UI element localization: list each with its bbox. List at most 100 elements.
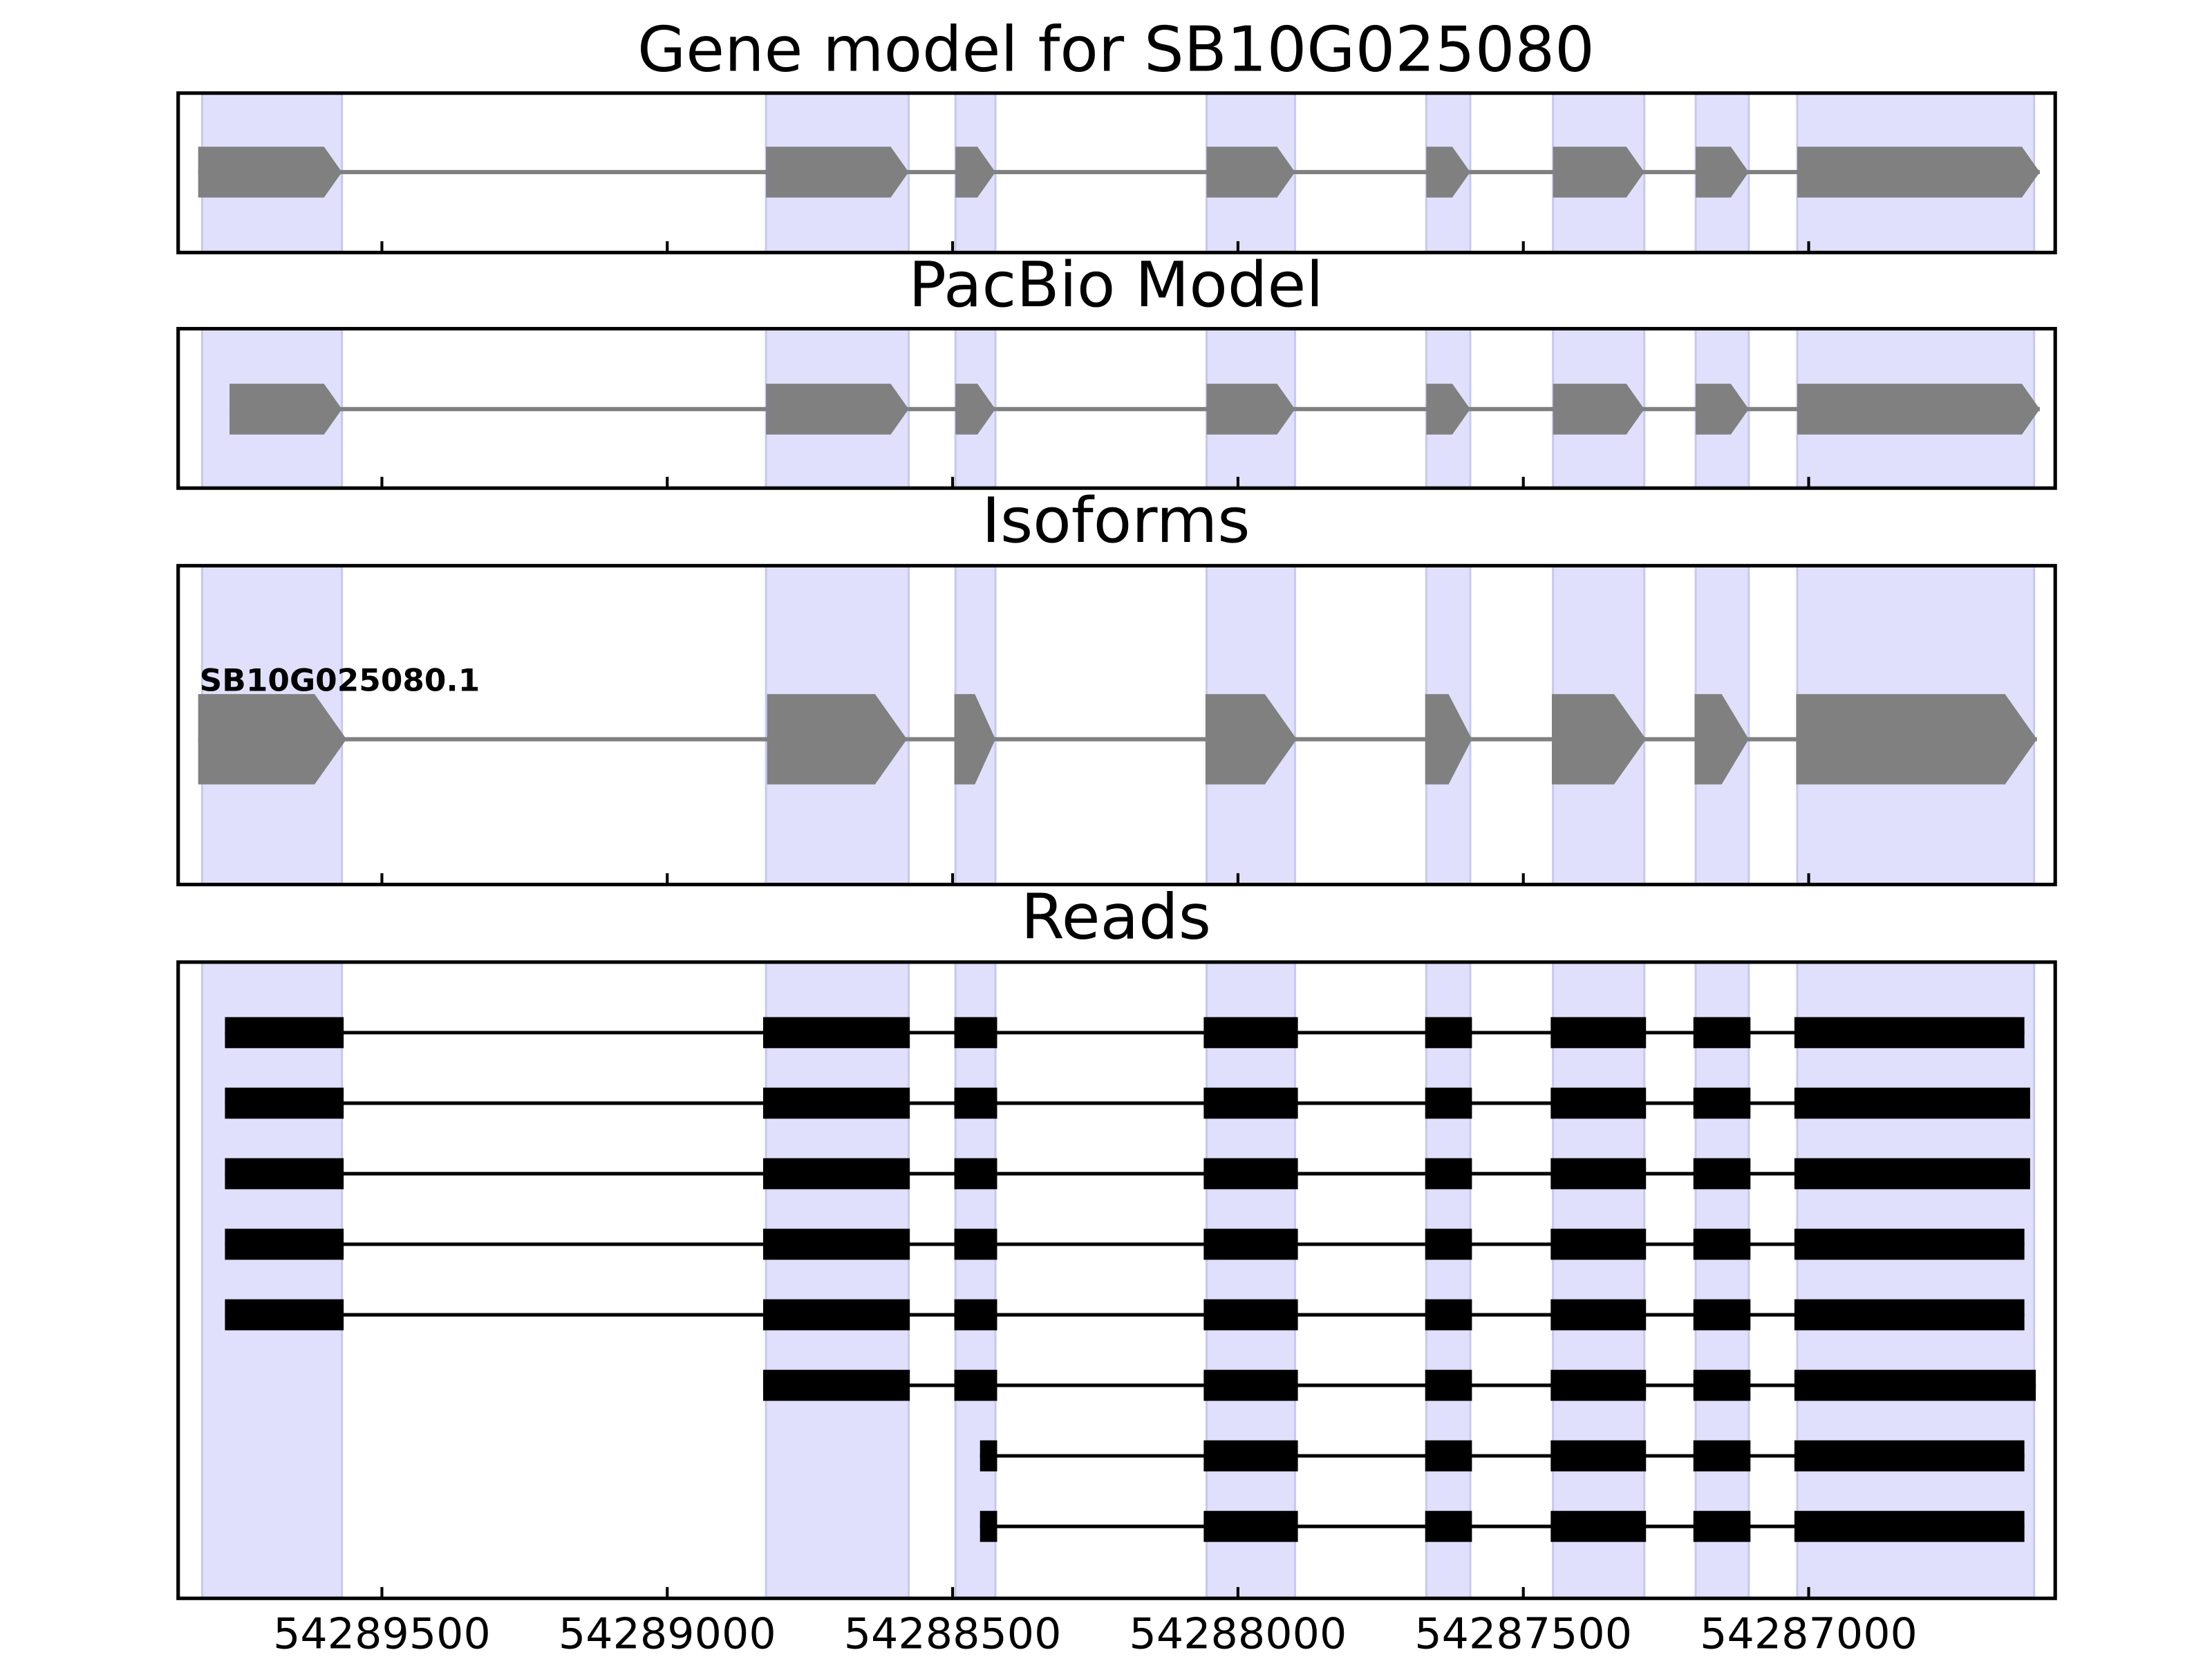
read-block <box>1794 1087 2030 1119</box>
panel-frame <box>176 960 2057 1600</box>
read-block <box>1425 1510 1472 1542</box>
read-block <box>225 1017 344 1049</box>
exon <box>1205 694 1297 785</box>
read-block <box>1794 1158 2030 1190</box>
panel-title: PacBio Model <box>908 250 1323 321</box>
read-block <box>1693 1228 1751 1260</box>
panel-title: Isoforms <box>982 485 1250 556</box>
read-block <box>1550 1228 1647 1260</box>
exon-highlight <box>1552 961 1646 1600</box>
exon <box>955 147 996 198</box>
exon <box>1696 147 1749 198</box>
read-block <box>980 1510 997 1542</box>
read-block <box>1203 1510 1298 1542</box>
read-block <box>1550 1017 1647 1049</box>
exon-highlight <box>1694 961 1750 1600</box>
exon <box>767 694 908 785</box>
exon-highlight <box>954 961 997 1600</box>
read-block <box>225 1087 344 1119</box>
read-block <box>1693 1158 1751 1190</box>
read-block <box>1425 1369 1472 1401</box>
read-block <box>1203 1228 1298 1260</box>
exon <box>954 694 996 785</box>
read-block <box>1794 1299 2025 1331</box>
x-tick-label: 54289500 <box>273 1609 491 1659</box>
read-block <box>762 1369 910 1401</box>
read-block <box>1425 1017 1472 1049</box>
x-tick-label: 54287500 <box>1414 1609 1632 1659</box>
read-block <box>1550 1369 1647 1401</box>
read-block <box>1203 1440 1298 1472</box>
panel-frame <box>176 326 2057 490</box>
read-block <box>1693 1087 1751 1119</box>
read-block <box>1693 1017 1751 1049</box>
read-block <box>762 1228 910 1260</box>
exon-highlight <box>1425 961 1472 1600</box>
read-block <box>1693 1369 1751 1401</box>
exon <box>1797 384 2040 435</box>
panel-title: Reads <box>1021 881 1211 953</box>
read-block <box>1794 1440 2025 1472</box>
read-block <box>1425 1158 1472 1190</box>
read-block <box>1203 1087 1298 1119</box>
read-block <box>762 1087 910 1119</box>
exon-highlight <box>200 961 344 1600</box>
read-block <box>1693 1510 1751 1542</box>
read-block <box>1425 1299 1472 1331</box>
exon <box>1553 147 1644 198</box>
read-block <box>1203 1299 1298 1331</box>
exon <box>1551 694 1647 785</box>
x-tick-label: 54289000 <box>559 1609 776 1659</box>
exon-highlight <box>1205 961 1297 1600</box>
exon <box>1426 147 1470 198</box>
read-block <box>1693 1440 1751 1472</box>
read-block <box>1794 1369 2036 1401</box>
exon-highlight <box>765 961 910 1600</box>
read-block <box>225 1299 344 1331</box>
exon <box>1206 384 1295 435</box>
read-block <box>1203 1017 1298 1049</box>
read-block <box>1203 1369 1298 1401</box>
x-tick-label: 54288500 <box>844 1609 1062 1659</box>
read-block <box>1425 1228 1472 1260</box>
exon <box>198 147 342 198</box>
read-block <box>1550 1299 1647 1331</box>
exon <box>766 147 909 198</box>
exon <box>1553 384 1644 435</box>
read-block <box>1550 1087 1647 1119</box>
x-tick-label: 54288000 <box>1130 1609 1347 1659</box>
exon <box>1796 694 2037 785</box>
read-block <box>954 1087 997 1119</box>
read-block <box>954 1017 997 1049</box>
read-block <box>762 1158 910 1190</box>
read-block <box>954 1299 997 1331</box>
panel-title: Gene model for SB10G025080 <box>637 14 1595 86</box>
panel-frame <box>176 91 2057 254</box>
read-block <box>1425 1087 1472 1119</box>
read-block <box>954 1369 997 1401</box>
read-block <box>1550 1510 1647 1542</box>
read-block <box>1203 1158 1298 1190</box>
read-block <box>225 1158 344 1190</box>
exon <box>1696 384 1749 435</box>
read-block <box>762 1017 910 1049</box>
read-block <box>1550 1158 1647 1190</box>
read-block <box>1550 1440 1647 1472</box>
read-block <box>1794 1510 2025 1542</box>
read-block <box>954 1158 997 1190</box>
read-block <box>1794 1017 2025 1049</box>
x-tick-label: 54287000 <box>1700 1609 1918 1659</box>
read-block <box>1693 1299 1751 1331</box>
exon <box>766 384 909 435</box>
panel-frame <box>176 563 2057 887</box>
read-block <box>762 1299 910 1331</box>
exon <box>1206 147 1295 198</box>
read-block <box>1425 1440 1472 1472</box>
read-block <box>1794 1228 2025 1260</box>
read-block <box>954 1228 997 1260</box>
read-block <box>225 1228 344 1260</box>
read-block <box>980 1440 997 1472</box>
exon <box>1426 384 1470 435</box>
